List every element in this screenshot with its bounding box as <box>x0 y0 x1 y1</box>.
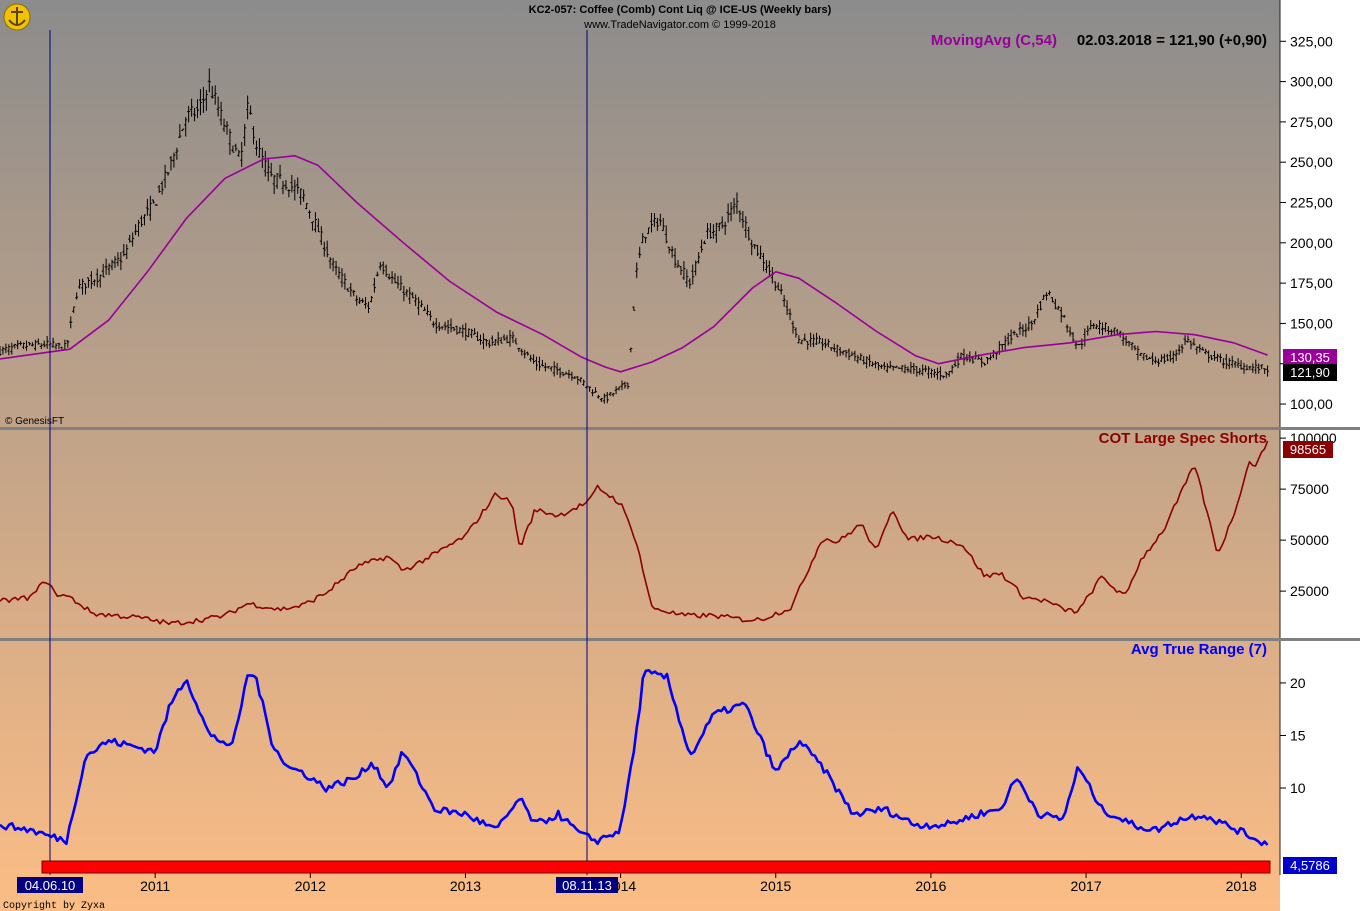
price-bars <box>0 68 1270 404</box>
x-tick-label: 2017 <box>1070 878 1101 894</box>
y-tick-label: 10 <box>1290 780 1306 796</box>
y-tick-label: 250,00 <box>1290 154 1333 170</box>
genesis-credit: © GenesisFT <box>5 416 64 427</box>
y-tick-label: 50000 <box>1290 532 1329 548</box>
red-band <box>41 860 1271 874</box>
date-marker-first <box>17 877 83 893</box>
y-tick-label: 15 <box>1290 727 1306 743</box>
panel-separator-2 <box>0 638 1360 641</box>
ma-last-badge-label: 130,35 <box>1290 350 1330 365</box>
y-tick-label: 325,00 <box>1290 33 1333 49</box>
price-last-badge-label: 121,90 <box>1290 365 1330 380</box>
cot-line <box>0 440 1269 626</box>
ma-line <box>0 155 1268 373</box>
x-tick-label: 2015 <box>760 878 791 894</box>
date-marker-second <box>556 877 618 893</box>
y-tick-label: 150,00 <box>1290 315 1333 331</box>
ma-legend-value: 02.03.2018 = 121,90 (+0,90) <box>1077 32 1267 49</box>
x-tick-label: 2013 <box>450 878 481 894</box>
plot-background <box>0 0 1280 911</box>
cot-last-badge <box>1283 441 1333 458</box>
panel-separator-1 <box>0 427 1360 430</box>
y-tick-label: 100,00 <box>1290 396 1333 412</box>
atr-legend-label: Avg True Range (7) <box>1131 641 1267 658</box>
copyright-note: Copyright by Zyxa <box>3 900 105 911</box>
price-last-badge <box>1283 364 1337 381</box>
y-tick-label: 75000 <box>1290 481 1329 497</box>
anchor-logo-icon <box>3 3 31 31</box>
chart-subtitle: www.TradeNavigator.com © 1999-2018 <box>583 19 776 31</box>
x-tick-label: 2018 <box>1226 878 1257 894</box>
date-marker-first-label: 04.06.10 <box>25 878 76 893</box>
y-tick-label: 225,00 <box>1290 195 1333 211</box>
ma-last-badge <box>1283 349 1337 366</box>
x-tick-label: 2011 <box>140 878 170 894</box>
atr-axis: 10 15 20 <box>1280 675 1306 796</box>
atr-last-badge-label: 4,5786 <box>1290 858 1330 873</box>
date-marker-second-label: 08.11.13 <box>562 878 612 893</box>
cot-legend-label: COT Large Spec Shorts <box>1099 430 1267 447</box>
y-tick-label: 200,00 <box>1290 235 1333 251</box>
x-tick-label: 2012 <box>295 878 326 894</box>
atr-line <box>0 669 1269 847</box>
cot-last-badge-label: 98565 <box>1290 442 1326 457</box>
chart-title: KC2-057: Coffee (Comb) Cont Liq @ ICE-US… <box>529 4 832 16</box>
x-tick-label: 2016 <box>915 878 946 894</box>
y-tick-label: 300,00 <box>1290 74 1333 90</box>
series-lines <box>0 155 1269 847</box>
y-tick-label: 25000 <box>1290 583 1329 599</box>
atr-last-badge <box>1283 857 1337 874</box>
ma-legend-label: MovingAvg (C,54) <box>931 32 1057 49</box>
y-tick-label: 20 <box>1290 675 1306 691</box>
y-tick-label: 175,00 <box>1290 275 1333 291</box>
y-tick-label: 275,00 <box>1290 114 1333 130</box>
